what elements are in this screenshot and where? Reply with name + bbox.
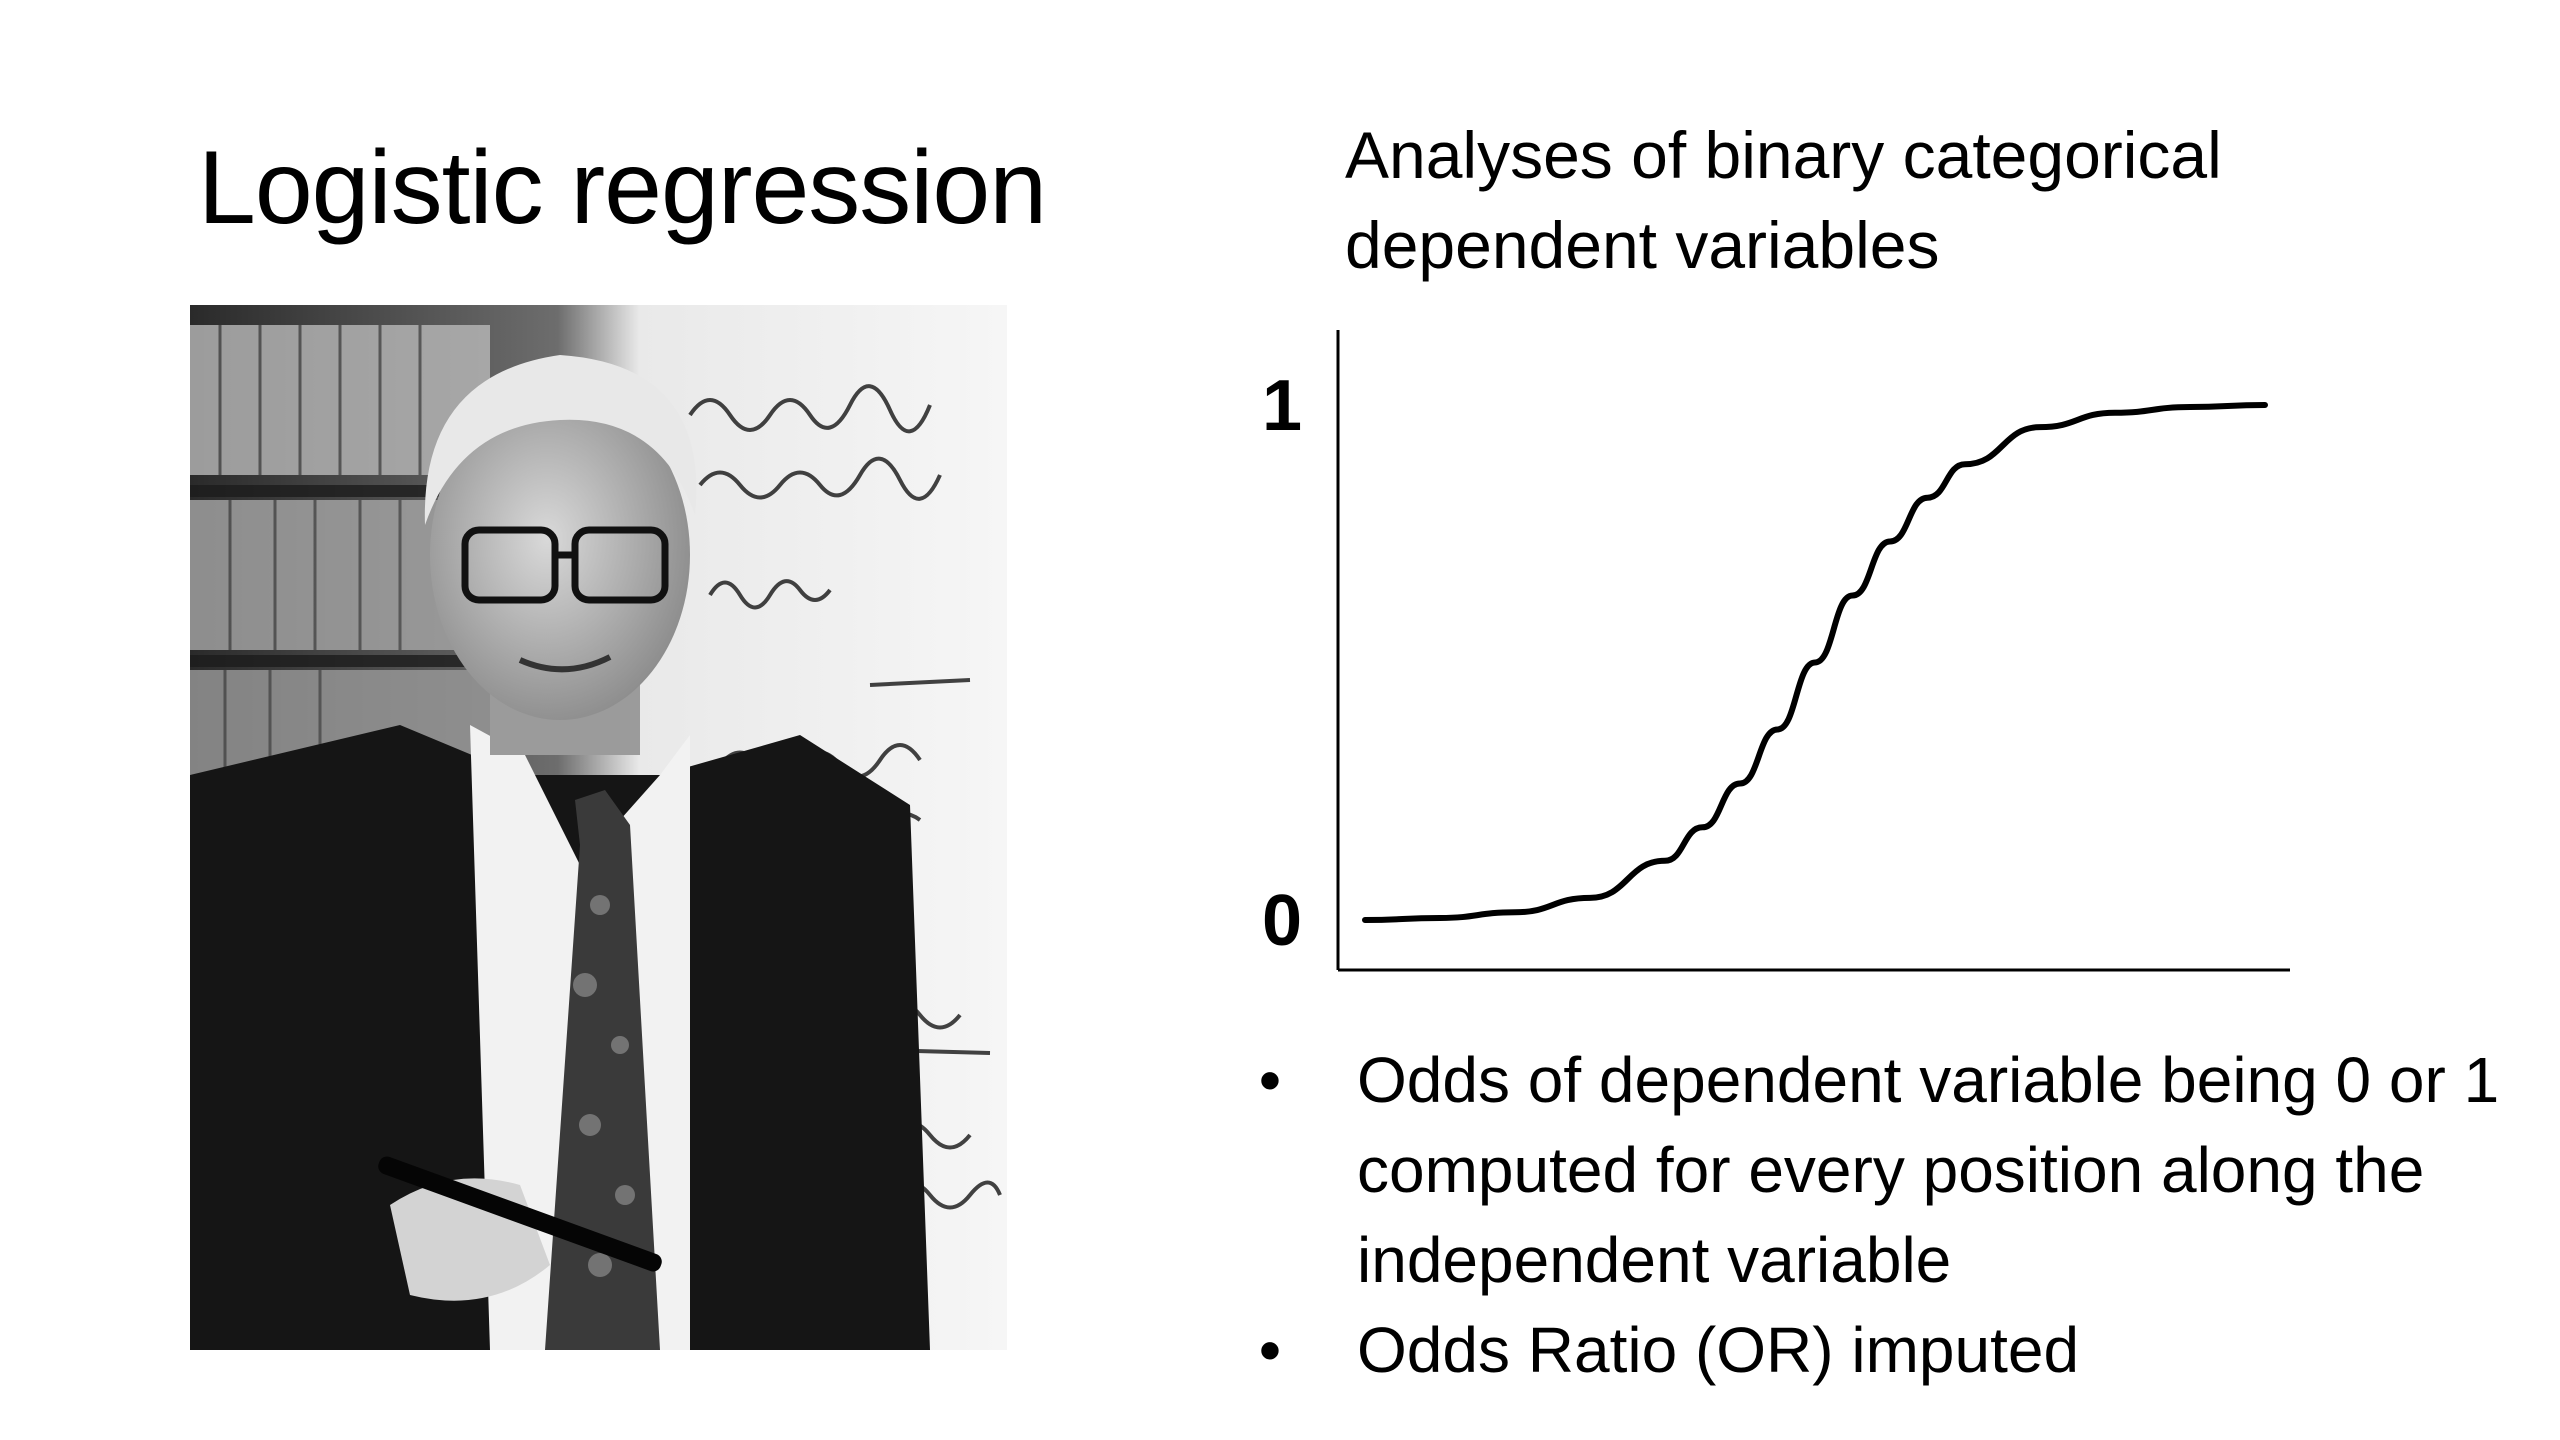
- data-point: [1777, 728, 1778, 730]
- bullet-text: Odds Ratio (OR) imputed: [1357, 1314, 2080, 1386]
- data-point: [1814, 662, 1816, 663]
- portrait-photo: [190, 305, 1007, 1350]
- bullet-dot: •: [1258, 1314, 1282, 1386]
- bullet-item: • Odds Ratio (OR) imputed: [1255, 1305, 2545, 1395]
- data-point: [1927, 497, 1928, 499]
- data-point: [1852, 595, 1853, 597]
- data-point: [2189, 406, 2191, 408]
- data-point: [2114, 412, 2116, 414]
- data-point: [2039, 426, 2041, 428]
- sigmoid-chart-svg: 01: [1262, 330, 2290, 972]
- data-point: [1889, 540, 1891, 542]
- y-tick-label: 1: [1262, 366, 1302, 446]
- bullet-item: • Odds of dependent variable being 0 or …: [1255, 1035, 2545, 1305]
- y-tick-label: 0: [1262, 881, 1302, 961]
- bullet-list: • Odds of dependent variable being 0 or …: [1255, 1035, 2545, 1395]
- data-point: [1514, 911, 1516, 913]
- slide-title: Logistic regression: [198, 130, 1047, 246]
- data-point: [1964, 463, 1966, 465]
- data-point: [1739, 783, 1741, 785]
- bullet-text: Odds of dependent variable being 0 or 1 …: [1357, 1044, 2500, 1296]
- portrait-illustration: [190, 305, 1007, 1350]
- data-point: [1589, 897, 1591, 899]
- data-point: [2264, 404, 2266, 406]
- data-point: [1702, 826, 1703, 828]
- bullet-dot: •: [1258, 1044, 1282, 1116]
- chart-caption: Analyses of binary categorical dependent…: [1345, 118, 2222, 282]
- data-point: [1664, 860, 1666, 862]
- data-point: [1439, 917, 1441, 919]
- data-point: [1364, 919, 1366, 921]
